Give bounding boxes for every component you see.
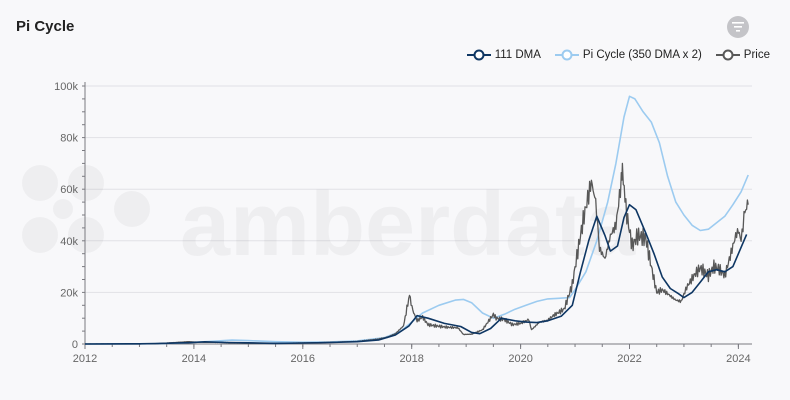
x-tick-label: 2018 — [399, 353, 423, 365]
legend-marker-111dma — [466, 49, 491, 61]
legend-label-pi-cycle: Pi Cycle (350 DMA x 2) — [582, 49, 702, 61]
x-tick-label: 2012 — [73, 353, 97, 365]
page-title: Pi Cycle — [16, 18, 75, 35]
legend-label-price: Price — [743, 49, 770, 61]
y-tick-label: 20k — [60, 287, 78, 299]
series-layer — [84, 95, 749, 345]
watermark: amberdata — [22, 165, 636, 275]
filter-icon — [732, 22, 744, 32]
x-tick-label: 2016 — [291, 353, 315, 365]
x-tick-label: 2024 — [726, 353, 750, 365]
legend-label-111dma: 111 DMA — [494, 49, 541, 61]
watermark-text: amberdata — [180, 175, 636, 275]
y-tick-label: 100k — [54, 81, 78, 93]
chart-legend: 111 DMA Pi Cycle (350 DMA x 2) Price — [466, 49, 770, 61]
y-tick-label: 80k — [60, 133, 78, 145]
x-tick-label: 2014 — [182, 353, 206, 365]
series-line-dma111 — [84, 203, 748, 345]
axis-layer: 0 20k 40k 60k 80k 100k 2012 2014 2016 2018 2020 202… — [54, 81, 752, 365]
filter-button[interactable] — [727, 16, 749, 38]
legend-item-pi-cycle[interactable]: Pi Cycle (350 DMA x 2) — [554, 49, 702, 61]
x-tick-label: 2020 — [508, 353, 532, 365]
legend-marker-pi-cycle — [554, 49, 579, 61]
legend-marker-price — [715, 49, 740, 61]
y-tick-label: 60k — [60, 184, 78, 196]
y-tick-label: 0 — [72, 339, 78, 351]
x-tick-label: 2022 — [617, 353, 641, 365]
legend-item-111dma[interactable]: 111 DMA — [466, 49, 541, 61]
y-tick-label: 40k — [60, 236, 78, 248]
legend-item-price[interactable]: Price — [715, 49, 770, 61]
